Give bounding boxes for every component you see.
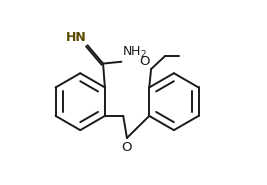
Text: NH$_2$: NH$_2$	[122, 45, 147, 60]
Text: HN: HN	[66, 31, 87, 44]
Text: O: O	[139, 55, 150, 68]
Text: O: O	[121, 141, 131, 154]
